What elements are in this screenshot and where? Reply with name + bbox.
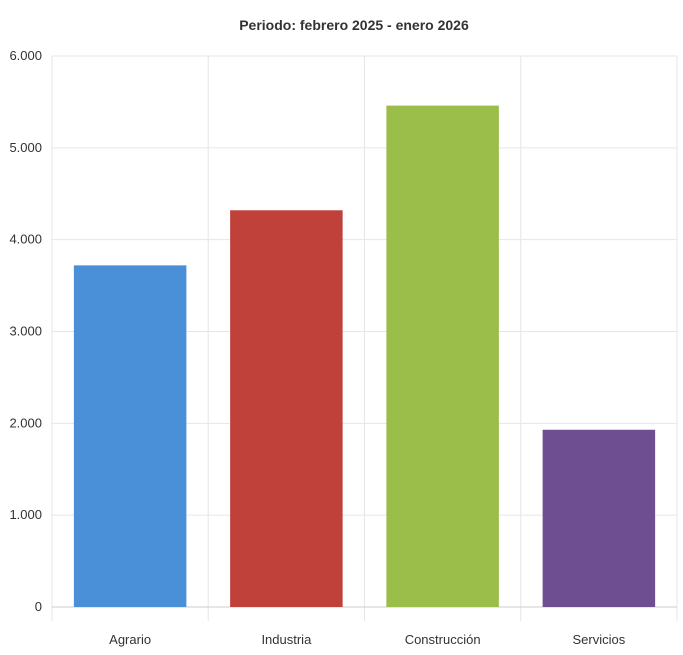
x-tick-label: Construcción [405,632,481,647]
x-axis: Agrario Industria Construcción Servicios [109,632,626,647]
y-tick-label: 5.000 [9,140,42,155]
x-tick-label: Industria [261,632,312,647]
y-tick-label: 4.000 [9,232,42,247]
bar [73,265,187,607]
y-tick-label: 0 [35,599,42,614]
x-tick-label: Agrario [109,632,151,647]
x-tick-label: Servicios [573,632,626,647]
y-tick-label: 3.000 [9,324,42,339]
chart-title: Periodo: febrero 2025 - enero 2026 [239,17,469,33]
y-tick-label: 6.000 [9,48,42,63]
y-tick-label: 1.000 [9,507,42,522]
bar [230,210,343,607]
bar [542,429,656,607]
y-tick-label: 2.000 [9,415,42,430]
bars [73,105,656,607]
bar [386,105,499,607]
